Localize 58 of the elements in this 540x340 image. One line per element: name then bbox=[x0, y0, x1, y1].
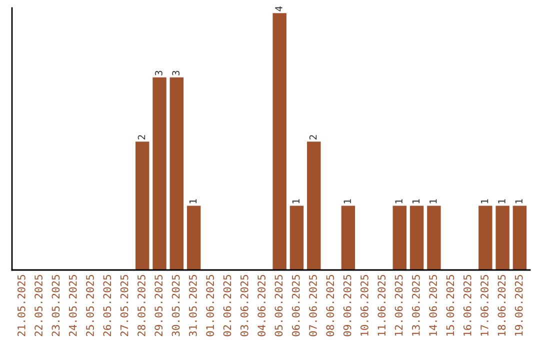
data-label: 1 bbox=[498, 199, 506, 204]
x-tick-label: 11.06.2025 bbox=[378, 275, 386, 336]
x-tick-label: 07.06.2025 bbox=[309, 275, 317, 336]
x-tick-label: 26.05.2025 bbox=[103, 275, 112, 336]
data-label: 4 bbox=[275, 6, 282, 12]
bar bbox=[307, 142, 321, 270]
bar bbox=[496, 206, 510, 270]
x-tick-label: 21.05.2025 bbox=[17, 275, 26, 336]
x-tick-label: 05.06.2025 bbox=[274, 275, 283, 336]
x-tick-label: 12.06.2025 bbox=[394, 275, 403, 336]
bar bbox=[152, 77, 166, 270]
x-tick-label: 28.05.2025 bbox=[138, 275, 146, 336]
x-tick-label: 02.06.2025 bbox=[223, 275, 232, 336]
data-label: 1 bbox=[395, 199, 402, 204]
x-tick-label: 10.06.2025 bbox=[360, 275, 368, 336]
bar bbox=[341, 206, 356, 270]
bar bbox=[512, 206, 527, 270]
x-tick-label: 17.06.2025 bbox=[480, 275, 488, 336]
bar bbox=[186, 206, 201, 270]
x-tick-label: 14.06.2025 bbox=[429, 275, 437, 336]
data-label: 1 bbox=[515, 199, 522, 204]
x-tick-label: 01.06.2025 bbox=[206, 275, 214, 336]
x-tick-label: 08.06.2025 bbox=[326, 275, 334, 336]
x-tick-label: 16.06.2025 bbox=[463, 275, 472, 336]
x-tick-label: 09.06.2025 bbox=[343, 275, 352, 336]
x-tick-label: 06.06.2025 bbox=[292, 275, 300, 336]
x-tick-label: 31.05.2025 bbox=[188, 275, 197, 336]
bar bbox=[170, 77, 184, 270]
data-label: 2 bbox=[138, 135, 146, 140]
x-tick-label: 22.05.2025 bbox=[34, 275, 42, 336]
bar bbox=[427, 206, 441, 270]
data-label: 2 bbox=[309, 135, 317, 140]
x-tick-label: 29.05.2025 bbox=[154, 275, 163, 336]
data-label: 1 bbox=[430, 199, 437, 204]
x-tick-label: 15.06.2025 bbox=[446, 275, 454, 336]
data-label: 1 bbox=[344, 199, 351, 204]
bar bbox=[135, 142, 150, 270]
x-tick-label: 18.06.2025 bbox=[498, 275, 506, 336]
bar bbox=[392, 206, 407, 270]
data-label: 1 bbox=[481, 199, 488, 204]
data-label: 1 bbox=[292, 199, 300, 204]
x-tick-label: 03.06.2025 bbox=[240, 275, 248, 336]
data-label: 3 bbox=[155, 70, 162, 76]
bar bbox=[290, 206, 304, 270]
x-tick-label: 27.05.2025 bbox=[120, 275, 128, 336]
x-tick-label: 30.05.2025 bbox=[172, 275, 180, 336]
x-tick-label: 19.06.2025 bbox=[514, 275, 523, 336]
data-label: 3 bbox=[172, 70, 180, 76]
bar bbox=[272, 13, 286, 270]
x-tick-label: 25.05.2025 bbox=[86, 275, 94, 336]
x-tick-label: 04.06.2025 bbox=[258, 275, 266, 336]
x-tick-label: 23.05.2025 bbox=[52, 275, 60, 336]
x-tick-label: 13.06.2025 bbox=[412, 275, 420, 336]
data-label: 1 bbox=[412, 199, 420, 204]
x-tick-label: 24.05.2025 bbox=[68, 275, 77, 336]
bar bbox=[410, 206, 424, 270]
data-label: 1 bbox=[189, 199, 197, 204]
bar bbox=[478, 206, 492, 270]
